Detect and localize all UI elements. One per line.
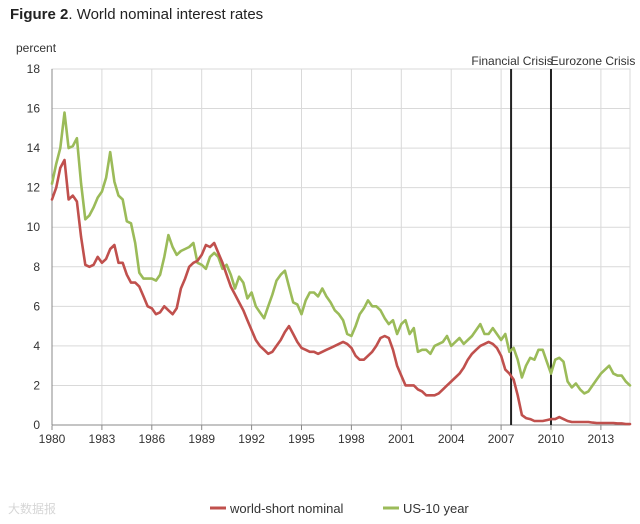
y-tick-label: 14 xyxy=(27,141,41,155)
x-tick-label: 1995 xyxy=(288,432,315,446)
x-tick-label: 1992 xyxy=(238,432,265,446)
x-tick-label: 2004 xyxy=(438,432,465,446)
series-line xyxy=(50,158,632,426)
x-tick-label: 1998 xyxy=(338,432,365,446)
plot-frame xyxy=(51,68,631,426)
legend: world-short nominal US-10 year xyxy=(210,501,469,516)
y-tick-label: 18 xyxy=(27,62,41,76)
axes: 0 2 4 6 8 10 12 14 16 18 1980 1983 1986 1989 1992 1995 1… xyxy=(16,41,631,446)
x-tick-label: 1989 xyxy=(188,432,215,446)
x-tick-label: 2010 xyxy=(538,432,565,446)
series-line xyxy=(50,111,632,395)
legend-label: US-10 year xyxy=(403,501,469,516)
y-tick-label: 2 xyxy=(33,378,40,392)
legend-label: world-short nominal xyxy=(229,501,344,516)
y-tick-label: 16 xyxy=(27,102,41,116)
y-tick-label: 12 xyxy=(27,181,41,195)
title-text: World nominal interest rates xyxy=(76,6,264,23)
y-tick-label: 0 xyxy=(33,418,40,432)
event-label: Financial Crisis xyxy=(471,54,552,68)
x-tick-label: 2001 xyxy=(388,432,415,446)
y-tick-label: 10 xyxy=(27,220,41,234)
figure-number: Figure 2 xyxy=(10,6,69,23)
y-tick-label: 4 xyxy=(33,339,40,353)
x-tick-label: 1986 xyxy=(138,432,165,446)
series-lines xyxy=(50,111,632,426)
watermark-text: 大数据报 xyxy=(8,502,57,516)
x-tick-label: 2013 xyxy=(588,432,615,446)
x-tick-label: 2007 xyxy=(488,432,515,446)
event-label: Eurozone Crisis xyxy=(551,54,636,68)
gridlines xyxy=(51,68,630,425)
y-tick-label: 6 xyxy=(33,299,40,313)
y-tick-label: 8 xyxy=(33,260,40,274)
x-tick-label: 1983 xyxy=(89,432,116,446)
y-axis-label: percent xyxy=(16,41,57,55)
chart-title: Figure 2. World nominal interest rates xyxy=(10,6,263,23)
title-separator: . xyxy=(68,6,73,23)
x-tick-label: 1980 xyxy=(39,432,66,446)
